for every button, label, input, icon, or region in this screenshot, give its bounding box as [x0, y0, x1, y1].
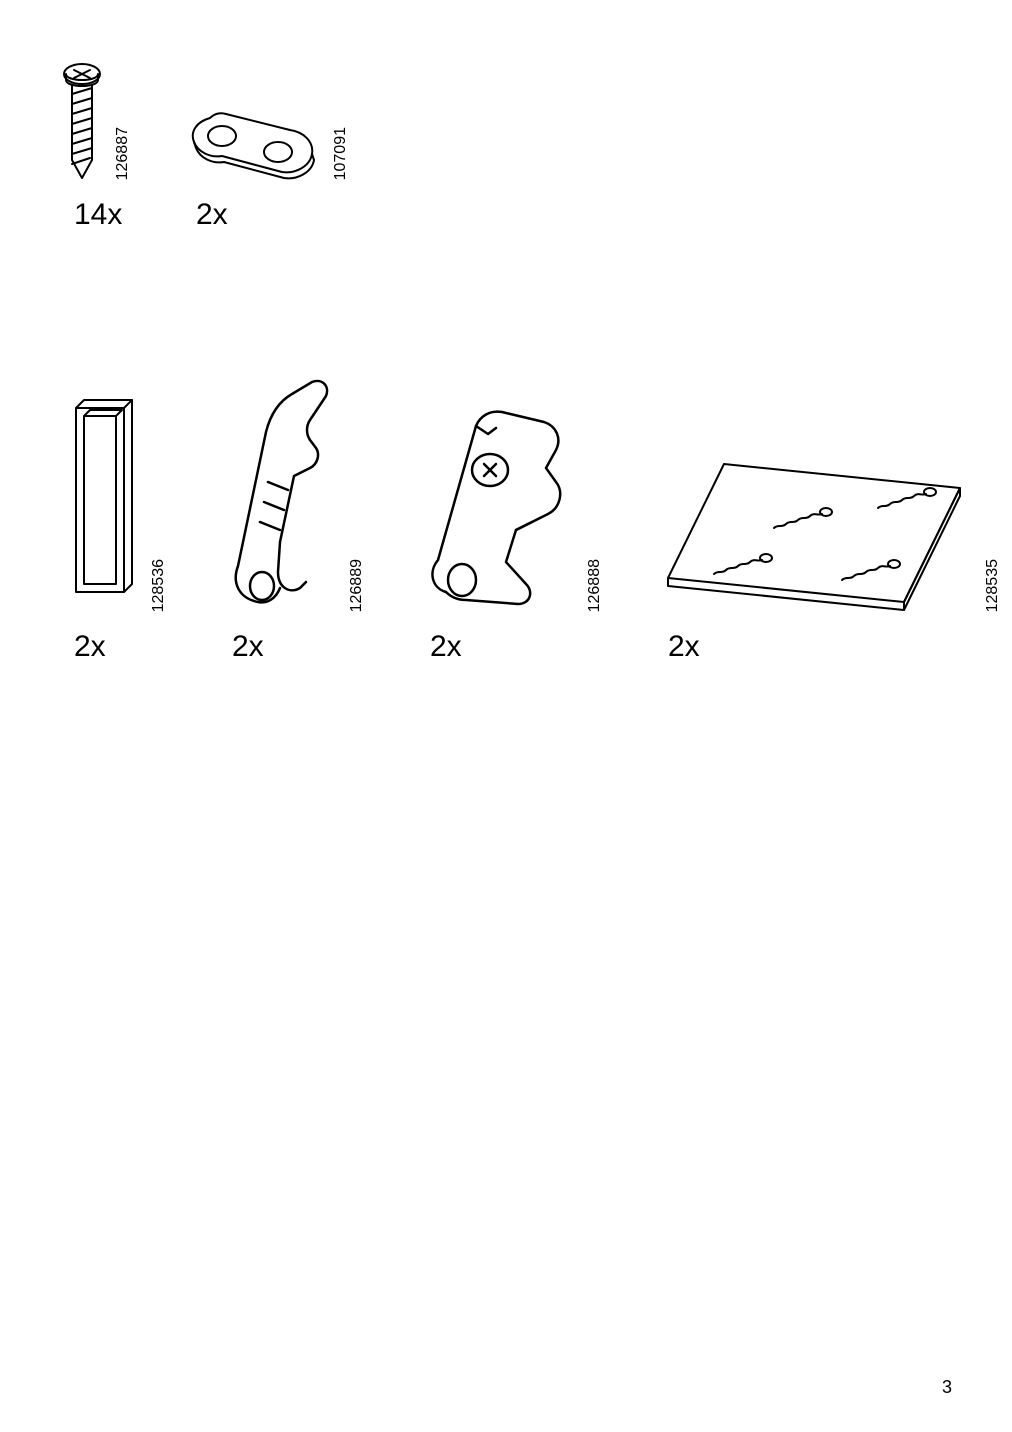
- page-number: 3: [942, 1377, 952, 1398]
- part-visual: 128535: [654, 432, 1002, 612]
- part-group-screw: 126887 14x: [60, 60, 132, 232]
- part-id-label: 128536: [150, 559, 168, 612]
- part-qty: 2x: [218, 630, 264, 664]
- part-qty: 2x: [60, 630, 106, 664]
- part-group-hinge-clip: 126889 2x: [218, 372, 366, 664]
- part-group-channel: 128536 2x: [60, 392, 168, 664]
- hinge-clip-icon: [218, 372, 338, 612]
- part-visual: 126887: [60, 60, 132, 180]
- part-group-plate: 107091 2x: [182, 100, 350, 232]
- part-visual: 126888: [416, 392, 604, 612]
- hinge-bracket-icon: [416, 392, 576, 612]
- part-id-label: 128535: [984, 559, 1002, 612]
- channel-icon: [60, 392, 140, 612]
- part-id-label: 126889: [348, 559, 366, 612]
- flat-plate-icon: [654, 432, 974, 612]
- hardware-row-1: 126887 14x 107091 2x: [60, 60, 952, 232]
- hardware-row-2: 128536 2x 126889 2x: [60, 372, 952, 664]
- part-qty: 2x: [416, 630, 462, 664]
- part-qty: 2x: [654, 630, 700, 664]
- part-visual: 128536: [60, 392, 168, 612]
- plate-icon: [182, 100, 322, 180]
- part-group-hinge-bracket: 126888 2x: [416, 392, 604, 664]
- part-id-label: 126887: [114, 127, 132, 180]
- part-qty: 14x: [60, 198, 122, 232]
- part-qty: 2x: [182, 198, 228, 232]
- part-visual: 107091: [182, 100, 350, 180]
- part-group-flat-plate: 128535 2x: [654, 432, 1002, 664]
- part-id-label: 126888: [586, 559, 604, 612]
- part-visual: 126889: [218, 372, 366, 612]
- screw-icon: [60, 60, 104, 180]
- part-id-label: 107091: [332, 127, 350, 180]
